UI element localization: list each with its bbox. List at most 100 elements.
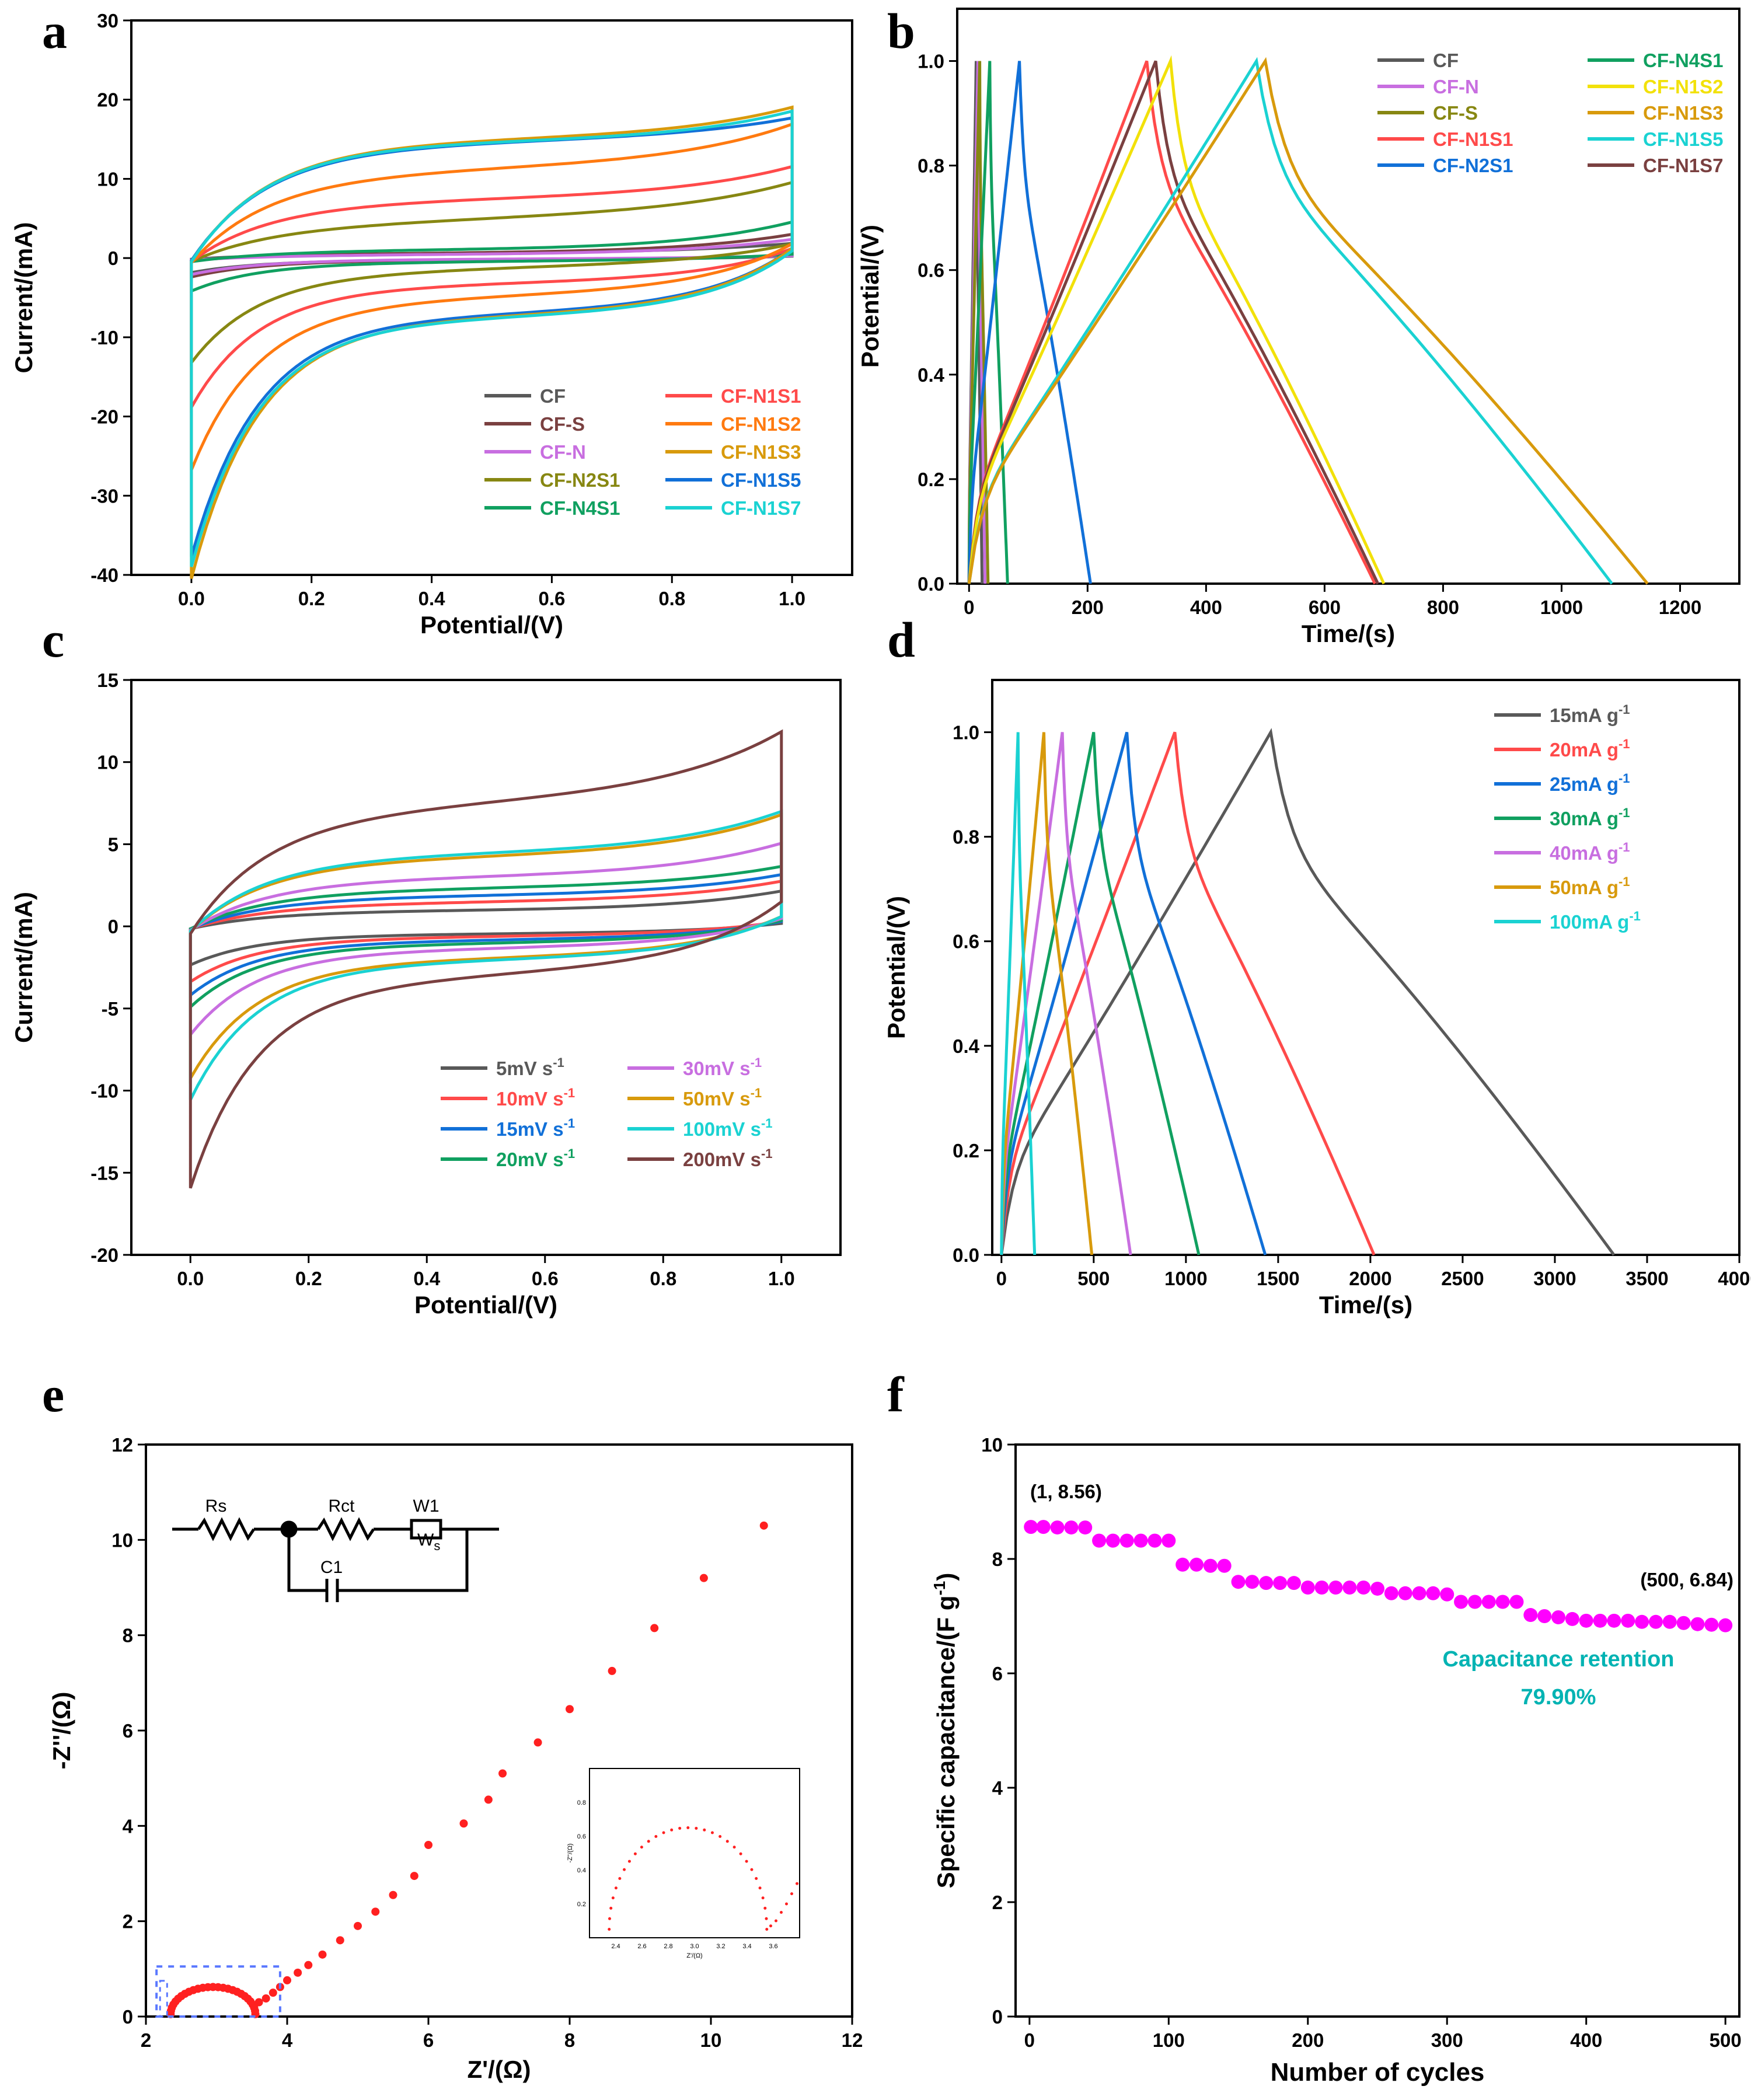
cv-loop — [189, 864, 783, 1010]
y-tick-label: 0.2 — [918, 469, 944, 490]
inset-point — [780, 1911, 783, 1914]
gcd-curve — [967, 60, 1380, 585]
legend-label-text: 200mV s — [683, 1149, 761, 1170]
y-tick-label: 6 — [992, 1663, 1003, 1684]
data-point — [1078, 1520, 1093, 1535]
cv-loop — [189, 729, 783, 1189]
y-tick-label: 0.6 — [918, 260, 944, 281]
legend-label: CF — [540, 385, 566, 407]
nyquist-point — [371, 1907, 380, 1916]
legend-label: 5mV s-1 — [496, 1055, 564, 1079]
data-point — [1161, 1533, 1176, 1548]
y-tick-label: 0.4 — [918, 364, 945, 386]
plot-frame — [956, 8, 1740, 585]
inset-y-tick-label: 0.2 — [577, 1901, 586, 1908]
legend-label-text: 50mV s — [683, 1088, 751, 1110]
resistor-rs — [197, 1517, 256, 1541]
gcd-curve — [967, 61, 1092, 584]
inset-point — [765, 1917, 768, 1920]
y-axis-title-sup: -1 — [930, 1581, 948, 1596]
x-tick-label: 0 — [964, 596, 974, 618]
data-point — [1231, 1575, 1246, 1589]
series-lines — [1000, 728, 1616, 1256]
inset-point — [695, 1826, 698, 1830]
inset-y-title: -Z''/(Ω) — [567, 1843, 574, 1862]
data-point — [1203, 1558, 1218, 1573]
legend-label-sup: -1 — [1619, 874, 1630, 889]
y-tick-label: 4 — [992, 1777, 1003, 1799]
legend-label: 25mA g-1 — [1550, 771, 1630, 795]
legend-label-text: CF — [540, 385, 566, 407]
inset-point — [739, 1852, 742, 1855]
nyquist-point — [254, 1998, 263, 2007]
legend-label-sup: -1 — [761, 1146, 773, 1161]
legend-label: 50mA g-1 — [1550, 874, 1630, 898]
y-tick-label: 0.8 — [953, 826, 979, 848]
gcd-curve — [1000, 732, 1094, 1255]
data-point — [1024, 1520, 1038, 1534]
data-point — [1454, 1595, 1469, 1609]
legend-label-text: 10mV s — [496, 1088, 564, 1110]
data-point — [1259, 1576, 1274, 1590]
x-tick-label: 3000 — [1533, 1268, 1576, 1289]
x-tick-label: 0.0 — [178, 588, 205, 609]
inset-point — [755, 1877, 758, 1880]
inset-y-tick-label: 0.8 — [577, 1799, 586, 1806]
x-ticks: 0 100 200 300 400 500 — [1024, 2017, 1742, 2051]
panel-labels: a b c d e f — [42, 3, 915, 1422]
gcd-curve — [1000, 732, 1201, 1255]
cv-loop — [189, 889, 783, 968]
legend-label-text: 25mA g — [1550, 773, 1619, 795]
y-tick-label: 0.8 — [918, 155, 944, 177]
plot-frame — [991, 679, 1740, 1256]
x-tick-label: 0.2 — [295, 1268, 322, 1289]
y-tick-label: 0.4 — [953, 1035, 980, 1057]
legend-label-sup: -1 — [1619, 702, 1630, 717]
legend-label-text: 15mV s — [496, 1118, 564, 1140]
inset-point — [618, 1877, 622, 1880]
circuit-wire — [287, 1529, 327, 1592]
x-tick-label: 500 — [1077, 1268, 1110, 1289]
annotation-end: (500, 6.84) — [1640, 1569, 1733, 1590]
gcd-curve — [967, 57, 1613, 585]
legend-label-text: CF-N — [540, 441, 586, 463]
x-tick-label: 400 — [1190, 596, 1222, 618]
y-axis-title-text: Specific capacitance/(F g — [932, 1596, 960, 1889]
y-tick-label: 15 — [97, 669, 118, 691]
nyquist-point — [699, 1574, 708, 1582]
y-tick-label: 2 — [123, 1911, 133, 1932]
inset-point — [608, 1917, 611, 1920]
legend-label-text: CF-N — [1433, 76, 1479, 97]
data-point — [1190, 1557, 1204, 1572]
gcd-curve — [967, 61, 1009, 584]
x-tick-label: 200 — [1292, 2029, 1324, 2051]
nyquist-point — [424, 1841, 432, 1849]
circuit-label-ws-main: W — [417, 1530, 434, 1550]
data-point — [1356, 1581, 1371, 1595]
data-point — [1384, 1586, 1398, 1600]
legend-label: CF-N — [540, 441, 586, 463]
legend-label-sup: -1 — [751, 1086, 762, 1100]
cv-loop — [189, 841, 783, 1039]
nyquist-point — [304, 1961, 313, 1969]
inset-x-title: Z'/(Ω) — [686, 1952, 702, 1959]
legend-label-text: CF-N1S1 — [1433, 128, 1513, 150]
data-point — [1662, 1614, 1677, 1629]
x-tick-label: 2 — [141, 2029, 151, 2051]
circuit-label-ws-sub: s — [434, 1539, 440, 1553]
y-ticks: 0 2 4 6 8 10 — [981, 1434, 1016, 2028]
legend: CF CF-S CF-N CF-N2S1 CF-N4S1 CF-N1S1 CF-N1S2 CF… — [484, 385, 801, 519]
legend-label: CF-N2S1 — [540, 469, 620, 491]
plot-frame — [130, 679, 842, 1256]
y-axis-title: Current/(mA) — [10, 222, 37, 374]
y-tick-label: 5 — [108, 833, 118, 855]
panel-label-f: f — [887, 1366, 905, 1422]
cv-loop — [190, 109, 794, 567]
nyquist-point — [533, 1738, 542, 1747]
x-tick-label: 0.6 — [538, 588, 565, 609]
y-tick-label: -20 — [90, 1244, 118, 1266]
legend-label-text: CF-N1S7 — [1643, 155, 1724, 176]
legend-label-text: 20mA g — [1550, 739, 1619, 761]
data-point — [1621, 1613, 1635, 1628]
